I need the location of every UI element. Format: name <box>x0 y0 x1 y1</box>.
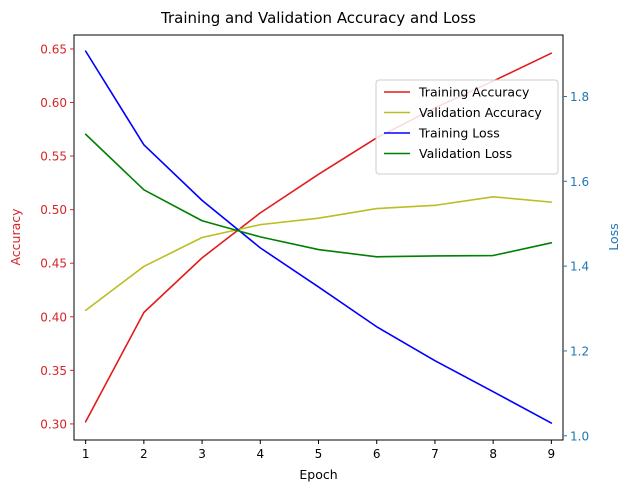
x-tick-label: 5 <box>315 447 323 461</box>
legend-entry-label: Validation Accuracy <box>419 105 542 120</box>
legend-box <box>375 79 559 175</box>
legend-entry-label: Training Accuracy <box>418 85 530 100</box>
left-y-tick-label: 0.35 <box>40 364 67 378</box>
left-y-tick-label: 0.65 <box>40 42 67 56</box>
left-y-tick-label: 0.40 <box>40 310 67 324</box>
axes-layer: 1 2 3 4 5 6 7 8 9 0.30 0.35 0.40 0.45 0.50 0.55 0.60 0.6… <box>40 34 589 461</box>
left-y-tick-label: 0.45 <box>40 257 67 271</box>
x-tick-label: 8 <box>489 447 497 461</box>
left-y-tick-label: 0.55 <box>40 150 67 164</box>
right-y-tick-label: 1.0 <box>570 429 589 443</box>
legend-entry-label: Training Loss <box>418 126 500 141</box>
x-tick-label: 7 <box>431 447 439 461</box>
series-line-validation-loss <box>84 133 553 258</box>
x-tick-label: 4 <box>256 447 264 461</box>
x-tick-label: 9 <box>548 447 556 461</box>
left-y-tick-label: 0.60 <box>40 96 67 110</box>
x-tick-label: 3 <box>198 447 206 461</box>
x-axis-label: Epoch <box>299 467 337 482</box>
x-tick-label: 6 <box>373 447 381 461</box>
right-y-tick-label: 1.4 <box>570 260 589 274</box>
series-line-validation-accuracy <box>84 195 553 312</box>
right-y-tick-label: 1.6 <box>570 175 589 189</box>
left-y-tick-label: 0.50 <box>40 203 67 217</box>
chart-title: Training and Validation Accuracy and Los… <box>160 9 476 27</box>
legend-entry-label: Validation Loss <box>419 146 512 161</box>
right-y-axis-label: Loss <box>606 223 621 250</box>
left-y-tick-label: 0.30 <box>40 417 67 431</box>
x-tick-label: 1 <box>82 447 90 461</box>
right-y-tick-label: 1.8 <box>570 90 589 104</box>
legend: Training Accuracy Validation Accuracy Trai… <box>375 79 559 175</box>
left-y-axis-label: Accuracy <box>8 208 23 266</box>
x-tick-label: 2 <box>140 447 148 461</box>
right-y-tick-label: 1.2 <box>570 344 589 358</box>
series-line-training-loss <box>84 50 553 424</box>
